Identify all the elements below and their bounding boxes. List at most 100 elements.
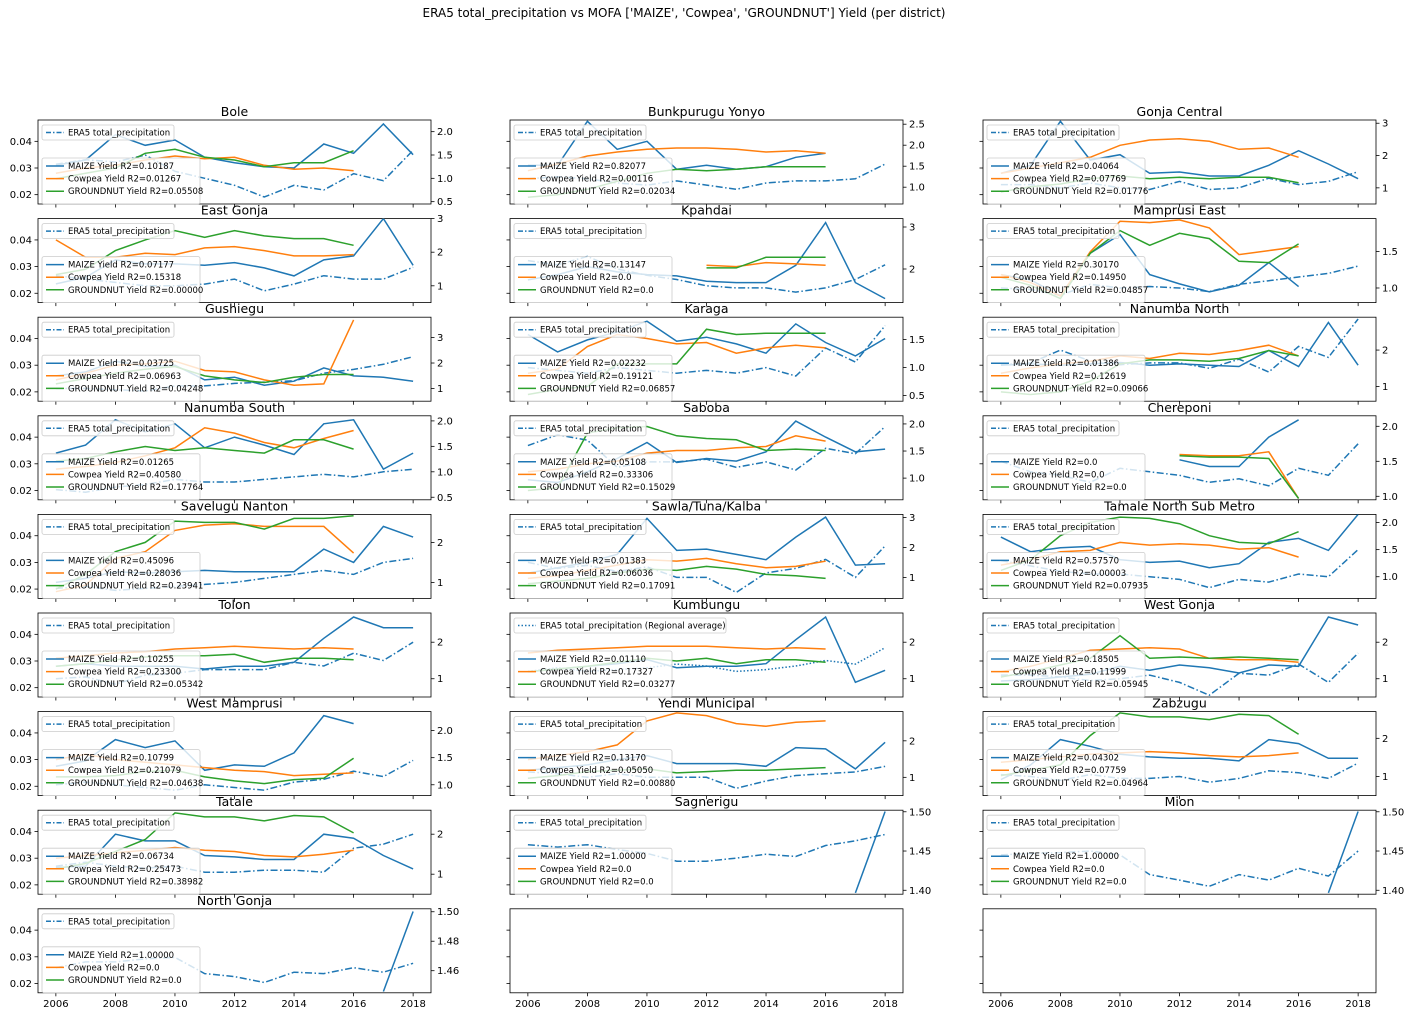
legend-label: Cowpea Yield R2=0.05050 — [540, 766, 653, 776]
panel-title: Mamprusi East — [1133, 203, 1226, 218]
precip-legend: ERA5 total_precipitation — [41, 617, 175, 634]
legend-label: MAIZE Yield R2=0.07177 — [68, 261, 174, 271]
y2-tick-label: 1.5 — [1382, 457, 1398, 468]
y-tick-label: 0.03 — [10, 459, 32, 470]
y2-tick-label: 2 — [909, 265, 915, 276]
legend-box — [41, 650, 201, 698]
legend-label: GROUNDNUT Yield R2=0.04857 — [1013, 286, 1148, 296]
maize-yield-line — [1000, 514, 1359, 569]
legend-label: Cowpea Yield R2=0.23300 — [68, 668, 181, 678]
panel-zabzugu: Zabzugu 1 2 ERA5 total_precipitation MAIZE Y… — [979, 696, 1388, 800]
y2-tick-label: 1.0 — [437, 174, 453, 185]
yield-legend: MAIZE Yield R2=0.03725 Cowpea Yield R2=0.… — [41, 354, 203, 402]
y2-tick-label: 1.40 — [1382, 886, 1404, 897]
x-tick-label: 2010 — [634, 999, 659, 1010]
y2-tick-label: 1.5 — [1382, 247, 1398, 258]
legend-label: MAIZE Yield R2=0.01110 — [540, 655, 646, 665]
panel-title: Karaga — [684, 301, 728, 316]
legend-label: MAIZE Yield R2=1.00000 — [1013, 852, 1119, 862]
precip-legend: ERA5 total_precipitation — [41, 321, 175, 338]
panel-title: Zabzugu — [1152, 696, 1207, 711]
legend-label: GROUNDNUT Yield R2=0.23941 — [68, 582, 203, 592]
y2-tick-label: 1.5 — [437, 753, 453, 764]
yield-legend: MAIZE Yield R2=0.45096 Cowpea Yield R2=0.… — [41, 552, 203, 599]
groundnut-yield-line — [706, 256, 826, 269]
y2-tick-label: 1.0 — [909, 474, 925, 485]
precip-legend: ERA5 total_precipitation — [986, 617, 1120, 634]
y2-tick-label: 2 — [909, 638, 915, 649]
legend-label: ERA5 total_precipitation — [1013, 523, 1115, 533]
legend-label: GROUNDNUT Yield R2=0.17764 — [68, 483, 203, 493]
legend-label: ERA5 total_precipitation — [68, 720, 170, 730]
y2-tick-label: 1.5 — [437, 151, 453, 162]
legend-box — [41, 847, 201, 895]
precip-legend: ERA5 total_precipitation — [986, 420, 1120, 437]
legend-box — [986, 847, 1146, 895]
legend-label: ERA5 total_precipitation — [540, 523, 642, 533]
legend-label: ERA5 total_precipitation — [68, 917, 170, 927]
legend-box — [513, 552, 673, 599]
legend-box — [986, 716, 1120, 732]
panel-title: Saboba — [683, 400, 730, 415]
legend-box — [41, 946, 201, 994]
legend-label: MAIZE Yield R2=1.00000 — [68, 951, 174, 961]
legend-label: ERA5 total_precipitation — [68, 326, 170, 336]
panel-title: Mion — [1165, 794, 1195, 809]
y2-tick-label: 1 — [437, 384, 443, 395]
legend-box — [513, 519, 647, 535]
legend-box — [513, 420, 647, 437]
precip-legend: ERA5 total_precipitation — [513, 716, 647, 732]
y2-tick-label: 2.0 — [1382, 518, 1398, 529]
y-tick-label: 0.03 — [10, 262, 32, 273]
y-tick-label: 0.04 — [10, 926, 32, 937]
panel-title: Bunkpurugu Yonyo — [648, 104, 765, 119]
legend-label: GROUNDNUT Yield R2=0.09066 — [1013, 384, 1148, 394]
y-tick-label: 0.04 — [10, 827, 32, 838]
legend-label: MAIZE Yield R2=0.06734 — [68, 852, 174, 862]
legend-label: ERA5 total_precipitation — [68, 129, 170, 139]
legend-label: GROUNDNUT Yield R2=0.0 — [1013, 483, 1127, 493]
legend-label: Cowpea Yield R2=0.06036 — [540, 569, 653, 579]
legend-label: Cowpea Yield R2=0.25473 — [68, 865, 181, 875]
y2-tick-label: 2 — [437, 359, 443, 370]
panel-title: Nanumba South — [184, 400, 285, 415]
legend-box — [986, 256, 1146, 304]
legend-label: MAIZE Yield R2=0.04302 — [1013, 754, 1119, 764]
panel-sawla-tuna-kalba: Sawla/Tuna/Kalba 1 2 3 ERA5 total_precipitat… — [506, 498, 915, 602]
panel-title: Savelugu Nanton — [181, 498, 288, 513]
groundnut-yield-line — [1000, 516, 1299, 572]
legend-label: Cowpea Yield R2=0.0 — [540, 273, 632, 283]
legend-box — [41, 256, 201, 304]
legend-label: MAIZE Yield R2=0.0 — [1013, 458, 1097, 468]
y2-tick-label: 3 — [909, 513, 915, 524]
legend-label: GROUNDNUT Yield R2=0.00880 — [540, 779, 675, 789]
yield-legend: MAIZE Yield R2=0.01386 Cowpea Yield R2=0.… — [986, 354, 1148, 402]
panel-title: Kumbungu — [673, 597, 740, 612]
legend-box — [41, 223, 175, 240]
panel-bole: 0.02 0.03 0.04 Bole 0.5 1.0 1.5 2.0 ERA5 total_p… — [10, 104, 453, 208]
y-tick-label: 0.03 — [10, 755, 32, 766]
panel-east-gonja: 0.02 0.03 0.04 East Gonja 1 2 3 ERA5 total_prec… — [10, 203, 443, 307]
legend-label: Cowpea Yield R2=0.0 — [68, 963, 160, 973]
legend-box — [513, 650, 673, 698]
x-tick-label: 2014 — [281, 999, 306, 1010]
legend-box — [986, 749, 1146, 796]
legend-label: Cowpea Yield R2=0.06963 — [68, 372, 181, 382]
y2-tick-label: 2.0 — [909, 419, 925, 430]
legend-label: GROUNDNUT Yield R2=0.02034 — [540, 187, 675, 197]
y2-tick-label: 1.50 — [1382, 807, 1404, 818]
legend-box — [513, 453, 673, 501]
legend-label: GROUNDNUT Yield R2=0.17091 — [540, 582, 675, 592]
yield-legend: MAIZE Yield R2=1.00000 Cowpea Yield R2=0.… — [513, 847, 673, 895]
y-tick-label: 0.02 — [10, 585, 32, 596]
panel-title: Tolon — [217, 597, 250, 612]
yield-legend: MAIZE Yield R2=0.13147 Cowpea Yield R2=0.… — [513, 256, 673, 304]
legend-label: MAIZE Yield R2=0.01383 — [540, 556, 646, 566]
y-tick-label: 0.04 — [10, 630, 32, 641]
y2-tick-label: 2.0 — [437, 726, 453, 737]
legend-label: GROUNDNUT Yield R2=0.0 — [1013, 877, 1127, 887]
y2-tick-label: 1 — [909, 773, 915, 784]
y2-tick-label: 1.45 — [1382, 847, 1404, 858]
legend-label: Cowpea Yield R2=0.0 — [1013, 865, 1105, 875]
yield-legend: MAIZE Yield R2=0.82077 Cowpea Yield R2=0.… — [513, 157, 675, 205]
